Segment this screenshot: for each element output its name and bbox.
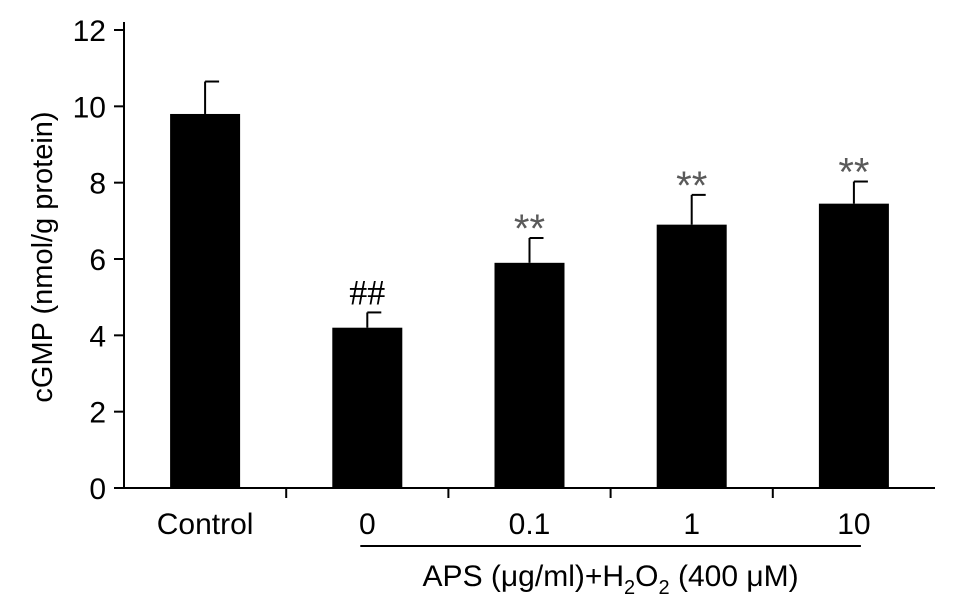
x-tick-label: 10 — [837, 508, 870, 541]
y-axis-label: cGMP (nmol/g protein) — [27, 111, 59, 402]
group-label-mid: O — [635, 560, 658, 593]
bar — [170, 113, 241, 488]
error-bars — [204, 80, 868, 328]
bar — [656, 224, 727, 488]
bar — [494, 262, 565, 488]
group-label-prefix: APS (μg/ml)+H — [423, 560, 625, 593]
y-tick-label: 10 — [73, 91, 106, 124]
y-tick-label: 12 — [73, 15, 106, 48]
significance-mark: ## — [349, 272, 385, 312]
group-label-subscript-1: 2 — [624, 577, 635, 599]
y-axis: 0 2 4 6 8 10 12 — [73, 15, 125, 506]
significance-mark: ** — [514, 207, 545, 251]
bar — [332, 327, 403, 488]
significance-mark: ** — [676, 164, 707, 208]
significance-annotations: ## ** ** ** — [349, 151, 869, 313]
group-label-suffix: (400 μM) — [670, 560, 799, 593]
y-tick-label: 2 — [89, 397, 106, 430]
y-tick-label: 0 — [89, 473, 106, 506]
significance-mark: ** — [838, 151, 869, 195]
bar — [818, 203, 889, 489]
y-tick-label: 8 — [89, 168, 106, 201]
y-tick-label: 4 — [89, 320, 106, 353]
x-tick-label: 0 — [359, 508, 376, 541]
bars — [170, 113, 889, 489]
x-axis: Control 0 0.1 1 10 — [124, 487, 935, 541]
x-tick-label: Control — [157, 508, 254, 541]
x-tick-label: 1 — [683, 508, 700, 541]
group-label: APS (μg/ml)+H2O2 (400 μM) — [423, 560, 799, 599]
group-label-subscript-2: 2 — [659, 577, 670, 599]
x-tick-label: 0.1 — [509, 508, 551, 541]
y-tick-label: 6 — [89, 244, 106, 277]
